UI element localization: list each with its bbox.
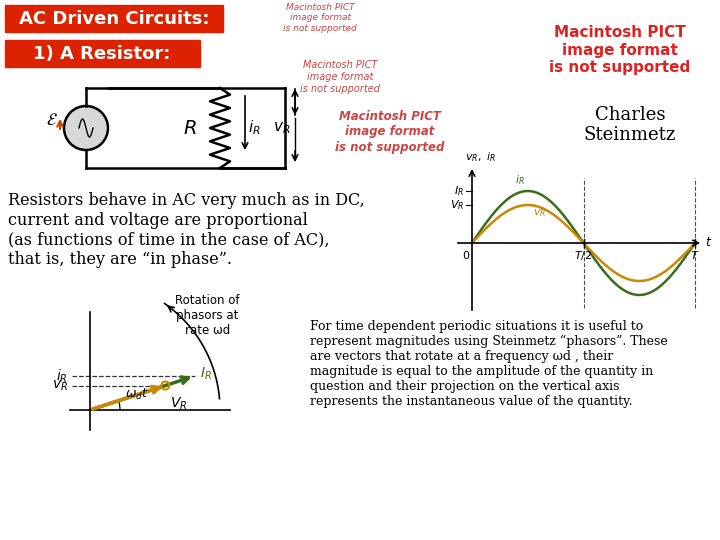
Text: Resistors behave in AC very much as in DC,
current and voltage are proportional
: Resistors behave in AC very much as in D… xyxy=(8,192,365,268)
Text: $I_R$: $I_R$ xyxy=(199,366,212,382)
Text: $i_R$: $i_R$ xyxy=(248,119,261,137)
Text: Charles
Steinmetz: Charles Steinmetz xyxy=(584,106,676,144)
Text: $R$: $R$ xyxy=(183,118,197,138)
Text: $V_R$: $V_R$ xyxy=(171,395,188,412)
Text: Rotation of
phasors at
rate ωd: Rotation of phasors at rate ωd xyxy=(176,294,240,337)
Text: $\omega_d t$: $\omega_d t$ xyxy=(125,387,148,402)
Text: $v_R$: $v_R$ xyxy=(52,379,68,393)
Text: $0$: $0$ xyxy=(462,249,470,261)
Text: $V_R$: $V_R$ xyxy=(450,198,464,212)
Circle shape xyxy=(64,106,108,150)
Text: $i_R$: $i_R$ xyxy=(56,367,68,384)
Text: $I_R$: $I_R$ xyxy=(454,184,464,198)
Text: $v_R,\ i_R$: $v_R,\ i_R$ xyxy=(465,150,496,164)
Text: Macintosh PICT
image format
is not supported: Macintosh PICT image format is not suppo… xyxy=(300,60,380,93)
Text: $T$: $T$ xyxy=(690,249,700,261)
Bar xyxy=(5,5,223,32)
Text: $T/2$: $T/2$ xyxy=(575,249,593,262)
Bar xyxy=(5,40,200,67)
Text: $i_R$: $i_R$ xyxy=(515,173,525,187)
Text: Macintosh PICT
image format
is not supported: Macintosh PICT image format is not suppo… xyxy=(336,111,445,153)
Text: 1) A Resistor:: 1) A Resistor: xyxy=(33,45,171,63)
Text: $v_R$: $v_R$ xyxy=(273,120,290,136)
Text: Macintosh PICT
image format
is not supported: Macintosh PICT image format is not suppo… xyxy=(283,3,357,33)
Text: Macintosh PICT
image format
is not supported: Macintosh PICT image format is not suppo… xyxy=(549,25,690,75)
Text: $\mathcal{E}$: $\mathcal{E}$ xyxy=(46,111,58,129)
Text: $v_R$: $v_R$ xyxy=(534,207,546,219)
Text: AC Driven Circuits:: AC Driven Circuits: xyxy=(19,10,210,28)
Text: $t$: $t$ xyxy=(705,237,712,249)
Text: For time dependent periodic situations it is useful to
represent magnitudes usin: For time dependent periodic situations i… xyxy=(310,320,667,408)
